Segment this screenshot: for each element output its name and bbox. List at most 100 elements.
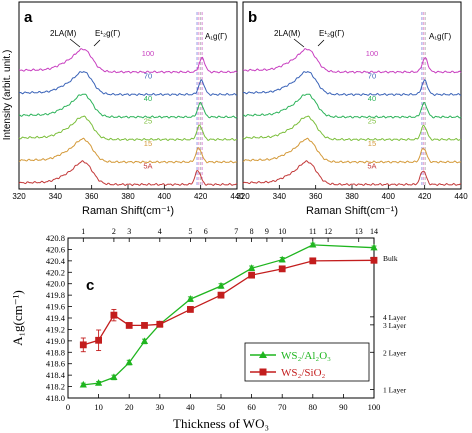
panel-c-top-tick-label: 8 (250, 227, 254, 236)
panel-c-top-tick-label: 10 (278, 227, 286, 236)
panel-c-top-tick-label: 7 (234, 227, 238, 236)
panel-a-spectrum-40 (18, 93, 238, 119)
panel-c-point-square (141, 322, 148, 329)
panel-c-point-triangle (309, 240, 317, 248)
panel-a-spectrum-100 (18, 48, 238, 74)
panel-c-xtick-label: 50 (217, 402, 226, 412)
panel-a-series-label: 70 (144, 72, 152, 81)
panel-c-xtick-label: 30 (156, 402, 165, 412)
panel-c-ytick-label: 418.4 (46, 370, 66, 380)
panel-b-series-label: 40 (368, 94, 376, 103)
panel-c-ytick-label: 420.8 (46, 233, 65, 243)
panel-c-top-tick-label: 2 (112, 227, 116, 236)
panel-c-top-tick-label: 12 (324, 227, 332, 236)
panel-c-xtick-label: 10 (94, 402, 103, 412)
legend-marker-sio2 (259, 368, 267, 376)
panel-a-letter: a (24, 9, 33, 26)
panel-a-series-label: 5A (143, 162, 152, 171)
panel-c-point-square (278, 265, 286, 273)
panel-a-spectrum-25 (18, 115, 237, 142)
panel-b-xtick-label: 440 (454, 192, 468, 201)
panel-a-series-label: 40 (144, 94, 152, 103)
panel-b-arrow-2la (293, 38, 305, 48)
panel-a-xtick-label: 340 (49, 192, 63, 201)
panel-c-point-triangle (125, 358, 133, 366)
panel-a-xtick-label: 380 (121, 192, 135, 201)
panel-c-xtick-label: 70 (278, 402, 287, 412)
panel-a-xtick-label: 400 (158, 192, 172, 201)
panel-c-ytick-label: 419.8 (46, 290, 65, 300)
legend-label-sio2: WS₂/SiO₂ (281, 367, 326, 379)
panel-c-point-triangle (370, 243, 378, 251)
panel-b-letter: b (248, 9, 257, 26)
panel-c-xtick-label: 80 (309, 402, 318, 412)
panel-b-spectrum-25 (242, 115, 461, 142)
panel-c-letter: c (86, 277, 94, 294)
panel-a: a Intensity (arbit. unit.) Raman Shift(c… (2, 1, 244, 217)
legend-marker-al2o3 (259, 351, 267, 358)
panel-c-point-square (217, 291, 225, 299)
panel-c-point-square (95, 336, 102, 344)
panel-b-xtick-label: 420 (418, 192, 432, 201)
panel-c-point-square (370, 256, 378, 264)
panel-c-top-tick-label: 5 (188, 227, 192, 236)
panel-a-xlabel: Raman Shift(cm⁻¹) (82, 205, 174, 217)
panel-b-arrow-e2g (317, 39, 325, 47)
panel-c-legend: WS₂/Al₂O₃ WS₂/SiO₂ (244, 342, 370, 382)
panel-c-xlabel: Thickness of WO₃ (173, 416, 269, 431)
panel-a-xtick-label: 360 (85, 192, 99, 201)
panel-c-top-tick-label: 13 (355, 227, 363, 236)
panel-c-right-tick-label: 2 Layer (383, 348, 407, 357)
panel-c-point-triangle (79, 380, 87, 388)
panel-c: c A₁g(cm⁻¹) Thickness of WO₃ 0 10 20 30 40 50… (10, 227, 407, 431)
panel-a-ylabel: Intensity (arbit. unit.) (2, 50, 13, 141)
panel-c-point-triangle (95, 379, 103, 386)
panel-c-ytick-label: 420.4 (46, 256, 66, 266)
panel-c-right-tick-label: 1 Layer (383, 385, 407, 394)
panel-c-right-tick-label: Bulk (383, 254, 398, 263)
panel-b-xtick-label: 400 (382, 192, 396, 201)
panel-b-spectrum-70 (242, 71, 462, 97)
panel-c-point-triangle (248, 264, 256, 271)
panel-a-series-label: 15 (144, 139, 152, 148)
panel-b-series-label: 100 (366, 49, 379, 58)
panel-b-peak-2la: 2LA(M) (274, 29, 301, 38)
panel-a-peak-2la: 2LA(M) (50, 29, 77, 38)
panel-c-ytick-label: 418.6 (46, 359, 65, 369)
panel-c-xtick-label: 60 (247, 402, 256, 412)
panel-c-right-tick-label: 4 Layer (383, 313, 407, 322)
panel-a-spectrum-5A (18, 160, 238, 187)
panel-c-ytick-label: 418.0 (46, 393, 65, 403)
panel-a-series-label: 100 (142, 49, 155, 58)
panel-c-ytick-label: 419.6 (46, 302, 65, 312)
panel-b-xtick-label: 320 (236, 192, 250, 201)
panel-b-spectrum-40 (242, 93, 462, 119)
panel-b: b Raman Shift(cm⁻¹) 320 340 360 380 400 420 44… (236, 1, 468, 217)
panel-b-xlabel: Raman Shift(cm⁻¹) (306, 205, 398, 217)
panel-a-xtick-label: 440 (230, 192, 244, 201)
panel-b-spectrum-100 (242, 48, 462, 74)
panel-c-point-triangle (217, 282, 225, 289)
panel-c-ytick-label: 419.0 (46, 336, 65, 346)
panel-b-series-label: 5A (367, 162, 376, 171)
panel-a-arrow-2la (69, 38, 81, 48)
panel-c-top-tick-label: 4 (158, 227, 162, 236)
panel-a-xtick-label: 320 (12, 192, 26, 201)
panel-c-right-tick-label: 3 Layer (383, 321, 407, 330)
panel-a-spectrum-70 (18, 71, 238, 97)
panel-a-peak-e2g: E¹₂g(Γ) (95, 29, 121, 38)
panel-b-spectrum-15 (242, 137, 462, 164)
panel-b-spectrum-5A (242, 160, 462, 187)
panel-c-ylabel: A₁g(cm⁻¹) (10, 290, 25, 346)
panel-c-point-triangle (110, 373, 118, 381)
panel-c-top-tick-label: 11 (309, 227, 317, 236)
panel-c-ytick-label: 418.2 (46, 382, 65, 392)
panel-c-point-square (110, 311, 118, 319)
panel-c-ytick-label: 419.2 (46, 324, 65, 334)
panel-c-xtick-label: 20 (125, 402, 134, 412)
panel-c-xtick-label: 0 (66, 402, 70, 412)
panel-a-series-label: 25 (144, 117, 152, 126)
panel-c-ytick-label: 420.0 (46, 279, 65, 289)
panel-c-xtick-label: 100 (368, 402, 381, 412)
